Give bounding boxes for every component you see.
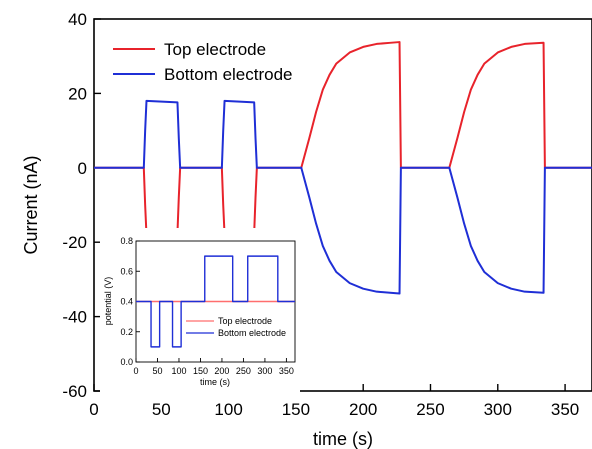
inset-axis-ticks: 0 50 100 150 200 250 300 350 0.0 0.2 0.4 0.6 0.8 — [120, 236, 293, 376]
inset-xtick-label: 50 — [152, 366, 162, 376]
main-xtick-label: 350 — [551, 400, 579, 419]
inset-xtick-label: 350 — [279, 366, 294, 376]
inset-xtick-label: 0 — [133, 366, 138, 376]
main-ytick-label: -40 — [62, 308, 87, 327]
main-xlabel: time (s) — [313, 429, 373, 449]
inset-xlabel: time (s) — [200, 377, 230, 387]
main-xtick-label: 0 — [89, 400, 98, 419]
main-series-group — [94, 41, 592, 295]
main-xtick-label: 300 — [484, 400, 512, 419]
inset-series-group — [136, 255, 295, 348]
main-xtick-label: 250 — [416, 400, 444, 419]
inset-legend: Top electrode Bottom electrode — [186, 316, 286, 338]
inset-xtick-label: 300 — [257, 366, 272, 376]
inset-chart: 0 50 100 150 200 250 300 350 0.0 0.2 0.4 0.6 0.8 tim… — [100, 228, 300, 392]
main-xtick-label: 200 — [349, 400, 377, 419]
main-xtick-label: 50 — [152, 400, 171, 419]
main-legend-label: Bottom electrode — [164, 65, 293, 84]
main-axis-ticks: 0 50 100 150 200 250 300 350 -60 -40 -20 0 20 40 — [62, 10, 579, 419]
main-ytick-label: -60 — [62, 382, 87, 401]
inset-ytick-label: 0.0 — [120, 357, 133, 367]
inset-series-line-bottom-electrode — [136, 255, 295, 348]
inset-legend-label: Top electrode — [218, 316, 272, 326]
inset-legend-label: Bottom electrode — [218, 328, 286, 338]
main-legend-label: Top electrode — [164, 40, 266, 59]
main-ytick-label: 0 — [78, 159, 87, 178]
main-xtick-label: 100 — [214, 400, 242, 419]
main-series-line-bottom-electrode — [94, 99, 592, 295]
main-plot-frame — [93, 18, 592, 392]
main-ytick-label: -20 — [62, 233, 87, 252]
inset-xtick-label: 150 — [193, 366, 208, 376]
inset-ytick-label: 0.2 — [120, 327, 133, 337]
main-chart: 0 50 100 150 200 250 300 350 -60 -40 -20 0 20 40 time… — [21, 10, 592, 449]
inset-background — [100, 228, 300, 392]
inset-ytick-label: 0.6 — [120, 266, 133, 276]
main-xtick-label: 150 — [282, 400, 310, 419]
inset-ytick-label: 0.4 — [120, 297, 133, 307]
inset-xtick-label: 200 — [214, 366, 229, 376]
inset-xtick-label: 100 — [171, 366, 186, 376]
main-ytick-label: 40 — [68, 10, 87, 29]
inset-ylabel: potential (V) — [103, 277, 113, 326]
inset-xtick-label: 250 — [236, 366, 251, 376]
main-ylabel: Current (nA) — [21, 155, 41, 254]
main-ytick-label: 20 — [68, 84, 87, 103]
inset-ytick-label: 0.8 — [120, 236, 133, 246]
main-legend: Top electrode Bottom electrode — [113, 40, 293, 84]
